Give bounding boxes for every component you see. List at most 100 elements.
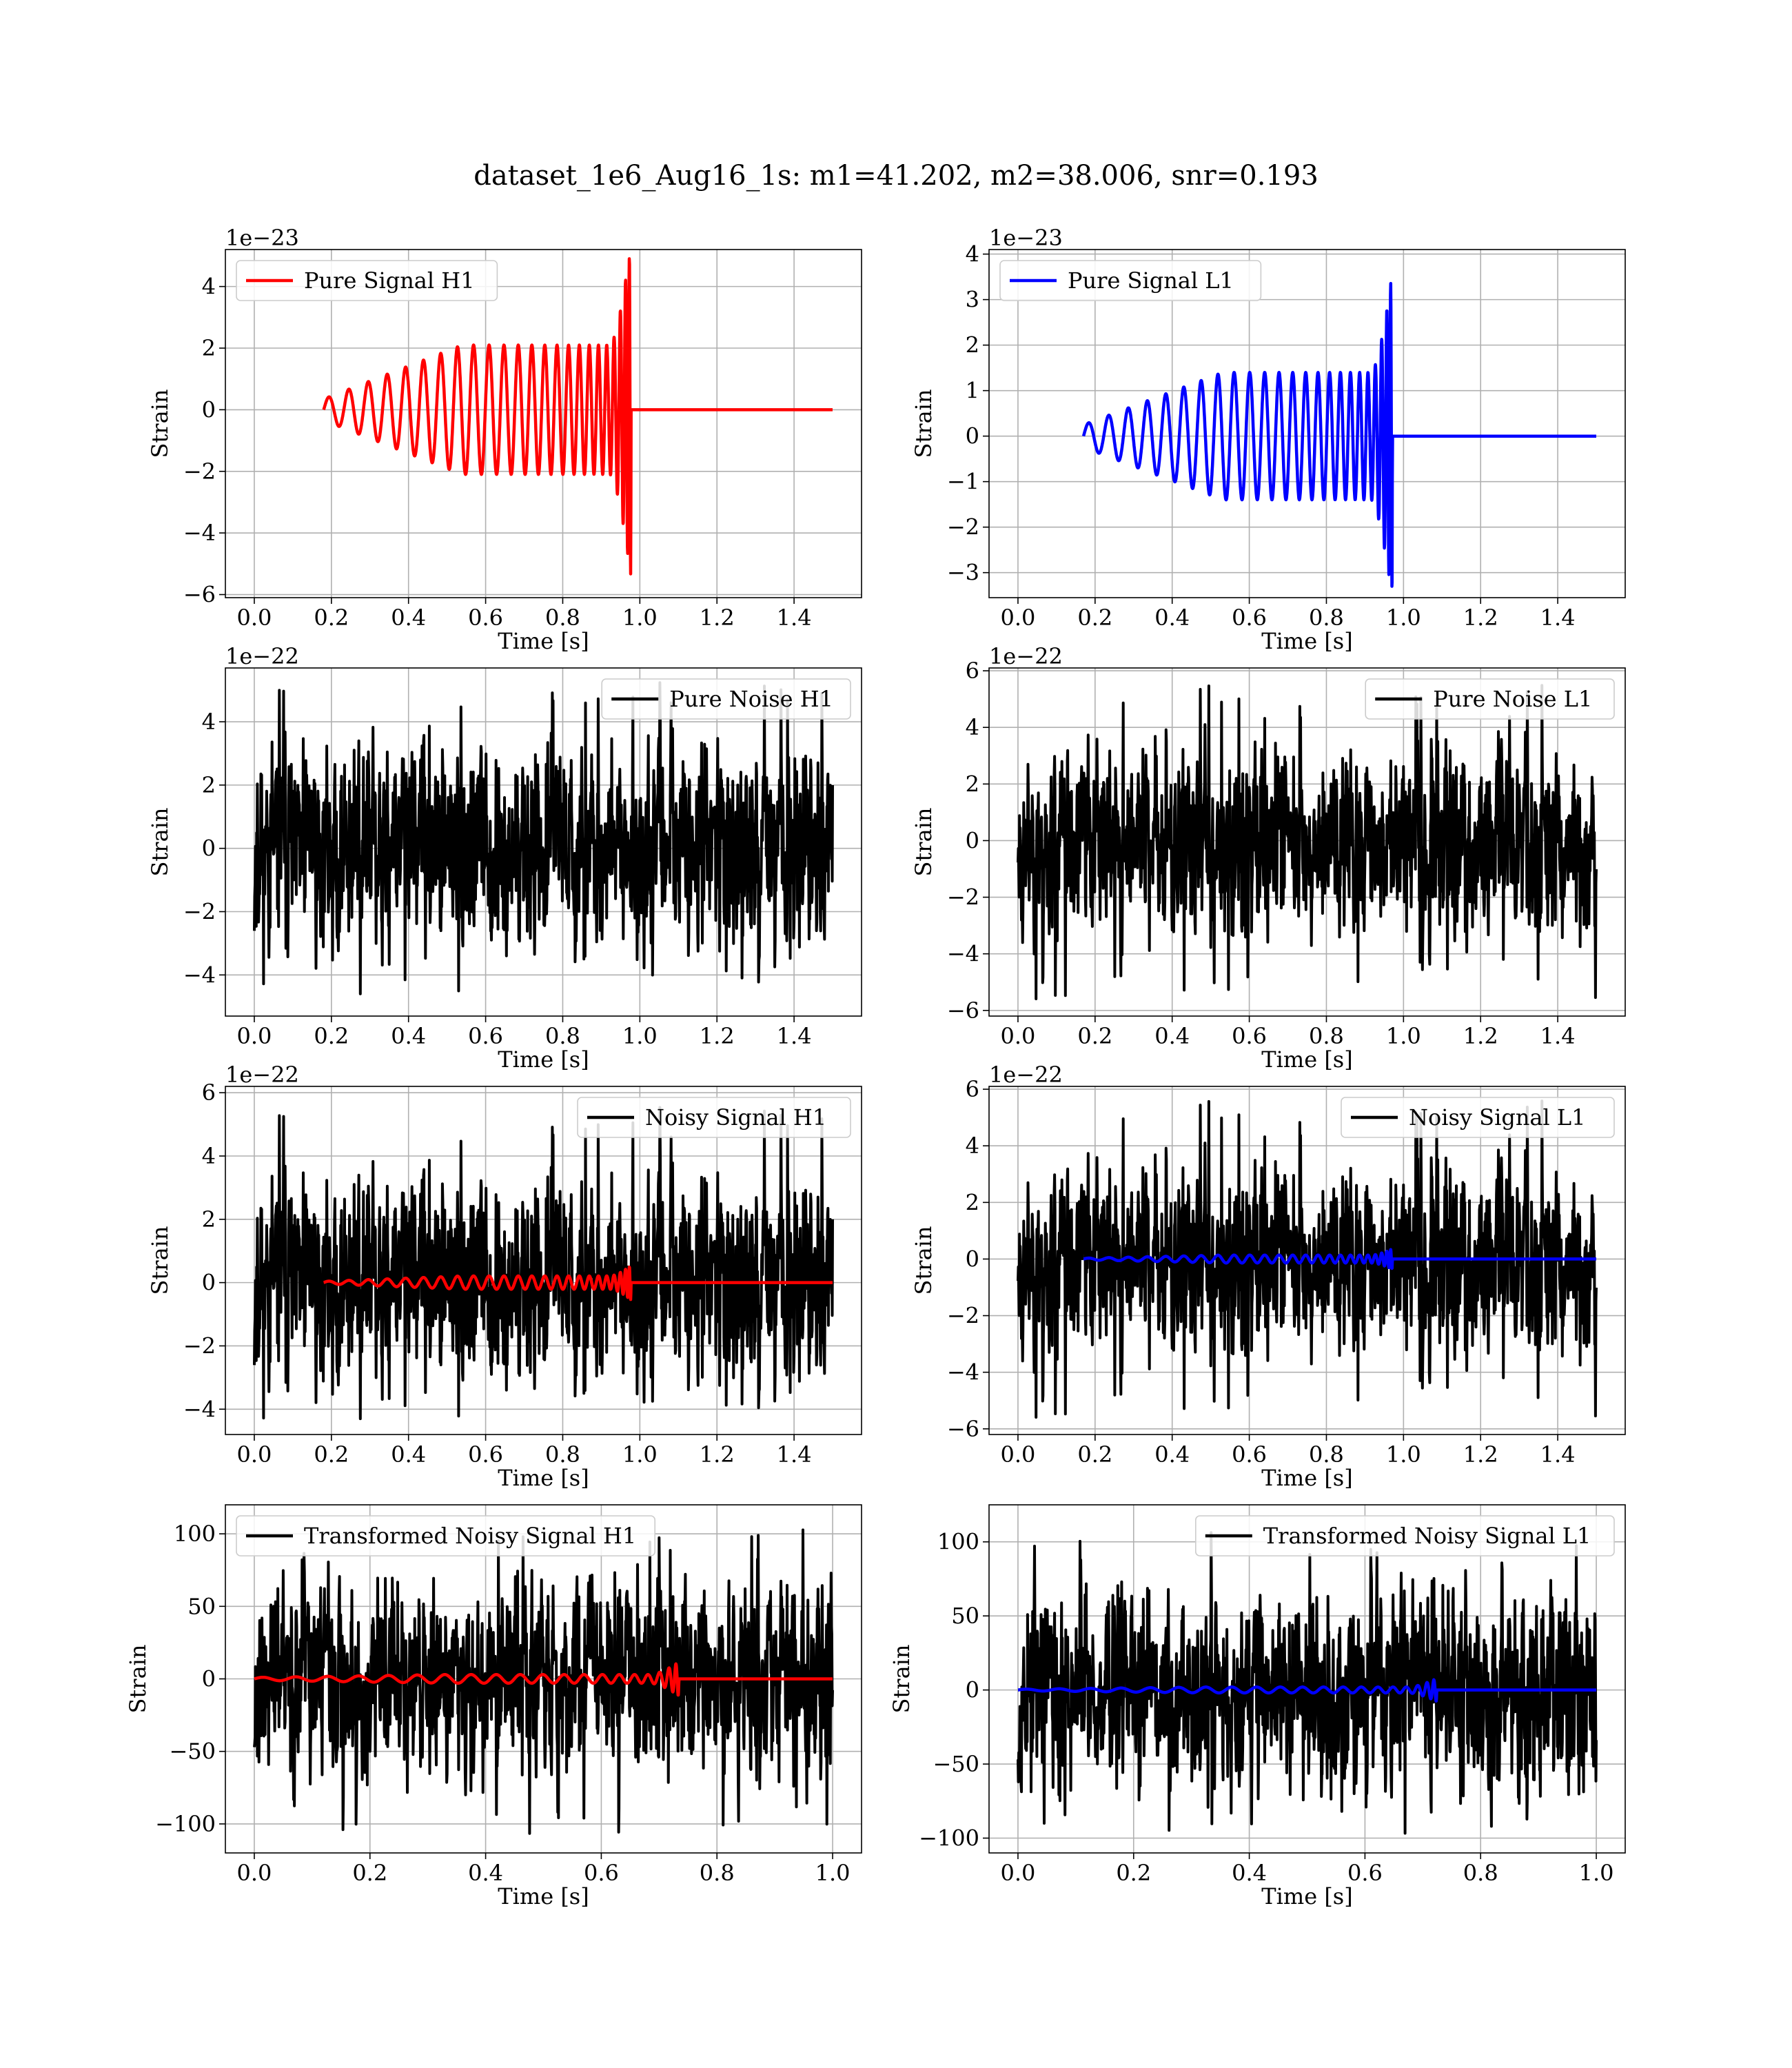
y-axis-label: Strain [147,1226,173,1295]
x-tick-label: 1.2 [1463,1441,1498,1468]
y-tick-label: 2 [202,335,216,361]
legend-label: Noisy Signal L1 [1409,1104,1586,1131]
y-tick-label: 2 [202,772,216,798]
noise-line-1 [253,1528,834,1835]
legend-box [236,1515,656,1557]
x-tick-label: 1.0 [622,605,658,631]
y-tick-label: −4 [947,1359,979,1386]
x-tick-label: 0.0 [237,605,272,631]
y-tick-label: −100 [919,1825,979,1852]
x-tick-label: 1.4 [777,605,812,631]
legend-label: Pure Noise L1 [1433,686,1592,712]
chart-panel-3: 0.0 0.2 0.4 0.6 0.8 1.0 1.2 1.4 −4 −2 0 2 4 Time [s] S… [147,643,862,1073]
x-tick-label: 1.0 [1386,1441,1421,1468]
legend-label: Pure Signal L1 [1068,267,1234,294]
chart-panel-8: 0.0 0.2 0.4 0.6 0.8 1.0 −100 −50 0 50 100 Time [s] S… [888,1504,1626,1909]
grid [225,250,862,598]
y-tick-label: 0 [966,1246,979,1272]
x-axis-label: Time [s] [1261,628,1352,654]
x-tick-label: 0.8 [1309,1023,1344,1049]
x-tick-label: 0.4 [391,605,426,631]
x-tick-label: 1.2 [700,1023,735,1049]
x-axis-label: Time [s] [1261,1883,1352,1909]
y-tick-label: −6 [183,582,216,608]
offset-text: 1e−22 [225,643,299,669]
y-tick-label: 50 [187,1593,216,1619]
y-tick-label: −4 [183,1396,216,1422]
x-tick-label: 0.0 [237,1441,272,1468]
legend-box [601,678,851,720]
x-tick-label: 0.6 [468,1023,503,1049]
x-tick-label: 1.4 [777,1441,812,1468]
y-tick-label: 6 [966,1076,979,1102]
y-tick-label: −2 [947,1303,979,1329]
x-tick-label: 1.4 [1540,1441,1576,1468]
legend-box [1195,1515,1615,1557]
x-tick-label: 0.2 [314,1441,349,1468]
y-axis-label: Strain [147,389,173,458]
x-tick-label: 0.6 [1232,1441,1267,1468]
y-tick-label: 4 [202,709,216,735]
x-tick-label: 1.0 [815,1860,851,1886]
y-tick-label: 2 [966,771,979,797]
y-tick-label: 0 [202,1666,216,1692]
y-axis-label: Strain [910,808,937,877]
legend: Pure Noise H1 [601,678,851,720]
y-axis-label: Strain [910,1226,937,1295]
y-tick-label: −2 [183,899,216,925]
x-tick-label: 0.6 [1232,605,1267,631]
noise-line-1 [1017,1531,1598,1835]
x-tick-label: 0.4 [468,1860,503,1886]
x-tick-label: 0.6 [468,1441,503,1468]
legend-box [1365,678,1615,720]
x-tick-label: 0.4 [391,1441,426,1468]
y-tick-label: −6 [947,1416,979,1442]
x-tick-label: 0.8 [1309,1441,1344,1468]
x-tick-label: 0.4 [1154,605,1190,631]
y-tick-label: 1 [966,378,979,404]
y-tick-label: −4 [183,520,216,546]
x-axis-label: Time [s] [498,1465,589,1491]
legend: Pure Signal H1 [236,260,498,301]
y-axis-label: Strain [147,808,173,877]
x-tick-label: 1.0 [622,1441,658,1468]
y-tick-label: 100 [174,1521,216,1547]
x-tick-label: 0.0 [1001,1860,1036,1886]
y-tick-label: 50 [951,1603,979,1629]
offset-text: 1e−22 [989,643,1063,669]
x-tick-label: 0.4 [1154,1023,1190,1049]
chart-panel-1: 0.0 0.2 0.4 0.6 0.8 1.0 1.2 1.4 −6 −4 −2 0 2 4 Time [s… [147,225,862,654]
x-tick-label: 0.0 [237,1860,272,1886]
axes-frame [988,1504,1626,1854]
y-tick-label: −50 [169,1738,216,1765]
x-tick-label: 1.0 [1386,605,1421,631]
y-tick-label: 6 [966,658,979,684]
legend: Noisy Signal L1 [1341,1097,1615,1138]
y-tick-label: −2 [947,884,979,911]
signal-line-2 [253,1662,834,1697]
offset-text: 1e−23 [225,225,299,251]
y-tick-label: −4 [183,962,216,988]
y-tick-label: 0 [202,396,216,423]
y-tick-label: 0 [202,835,216,862]
x-tick-label: 0.2 [1077,605,1112,631]
x-tick-label: 0.2 [314,605,349,631]
noise-line-1 [253,1106,834,1421]
offset-text: 1e−22 [225,1062,299,1088]
y-tick-label: −6 [947,997,979,1024]
x-tick-label: 0.2 [352,1860,387,1886]
x-tick-label: 0.2 [1077,1023,1112,1049]
x-tick-label: 0.2 [1077,1441,1112,1468]
x-tick-label: 1.2 [700,605,735,631]
x-tick-label: 1.2 [1463,1023,1498,1049]
x-tick-label: 0.0 [1001,1023,1036,1049]
x-tick-label: 0.8 [1309,605,1344,631]
signal-line-1 [1081,281,1598,588]
signal-line-2 [1017,1678,1598,1703]
legend-box [1341,1097,1615,1138]
legend-label: Noisy Signal H1 [645,1104,826,1131]
x-tick-label: 0.6 [584,1860,619,1886]
y-tick-label: 2 [966,1189,979,1215]
y-tick-label: −2 [183,1332,216,1359]
